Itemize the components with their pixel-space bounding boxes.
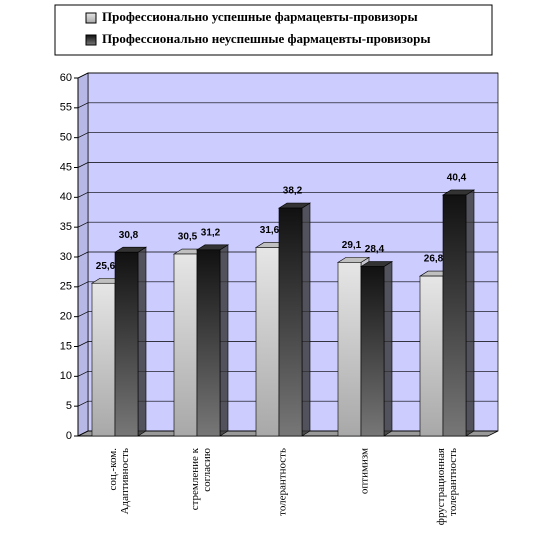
bar [91,282,116,437]
bar-side [137,246,147,437]
y-tick-label: 15 [60,340,72,352]
grid-line [77,102,498,109]
grid-line [77,191,498,198]
legend-label: Профессионально успешные фармацевты-пров… [102,9,418,24]
bar [337,262,362,437]
grid-line [77,132,498,138]
value-label: 30,8 [119,230,139,241]
legend-swatch [85,12,97,24]
legend-box [54,4,493,56]
value-label: 40,4 [447,173,467,184]
y-tick-label: 55 [60,102,72,114]
grid-line [77,251,498,258]
grid-line [77,162,498,168]
legend-label: Профессионально неуспешные фармацевты-пр… [102,31,431,46]
x-tick-label: толерантность [277,448,289,516]
value-label: 28,4 [365,244,385,255]
y-tick-label: 5 [66,400,72,412]
x-tick-label: соц.-ком.Адаптивность [107,448,131,515]
bar-side [301,202,311,437]
y-tick-label: 50 [60,132,72,144]
value-label: 31,6 [260,225,280,236]
y-tick-label: 30 [60,251,72,263]
grid-line [77,221,498,228]
y-tick-label: 25 [60,281,72,293]
grid-line [77,72,498,79]
value-label: 29,1 [342,240,362,251]
y-tick-label: 10 [60,370,72,382]
value-label: 30,5 [178,232,198,243]
value-label: 38,2 [283,186,303,197]
legend-swatch [85,34,97,46]
bar [360,266,385,437]
bar [196,249,221,437]
y-tick-label: 35 [60,221,72,233]
bar [419,275,444,437]
bar [255,247,280,437]
y-tick-label: 60 [60,72,72,84]
x-tick-label: оптимизм [359,448,371,494]
bar-side [465,189,475,437]
y-tick-label: 20 [60,311,72,323]
bar-side [219,244,229,437]
x-tick-label: фрустрационнаятолерантность [435,448,459,525]
value-label: 26,8 [424,254,444,265]
bar [114,251,139,437]
bar [278,207,303,437]
bar [442,194,467,437]
value-label: 25,6 [96,261,116,272]
y-tick-label: 0 [66,430,72,442]
y-tick-label: 45 [60,161,72,173]
value-label: 31,2 [201,227,221,238]
y-tick-label: 40 [60,191,72,203]
bar [173,253,198,437]
bar-side [383,261,393,437]
x-tick-label: стремление ксогласию [189,447,213,510]
